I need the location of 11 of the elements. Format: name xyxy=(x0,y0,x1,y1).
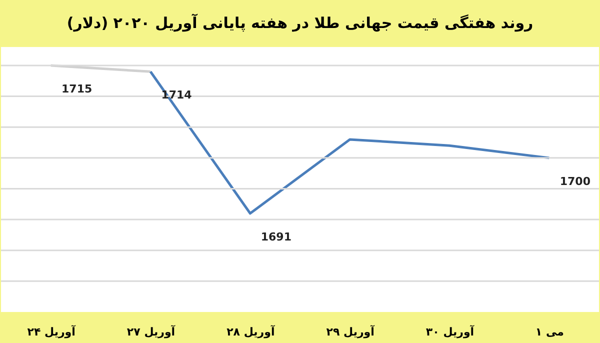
data-label: 1715 xyxy=(62,82,92,96)
data-label: 1691 xyxy=(260,230,292,244)
x-tick-label: ۲۴ آوریل xyxy=(27,324,76,338)
x-tick-label: ۲۸ آوریل xyxy=(226,324,275,338)
x-tick-label: ۳۰ آوریل xyxy=(426,324,474,338)
x-tick-label: ۲۹ آوریل xyxy=(326,324,375,338)
data-label: 1714 xyxy=(161,88,192,102)
x-tick-label: ۲۷ آوریل xyxy=(126,324,176,338)
x-tick-label: ۱ می xyxy=(535,326,564,338)
chart-title: روند هفتگی قیمت جهانی طلا در هفته پایانی آوریل ۲۰۲۰ (دلار) xyxy=(66,13,534,32)
data-label: 1700 xyxy=(560,174,591,188)
